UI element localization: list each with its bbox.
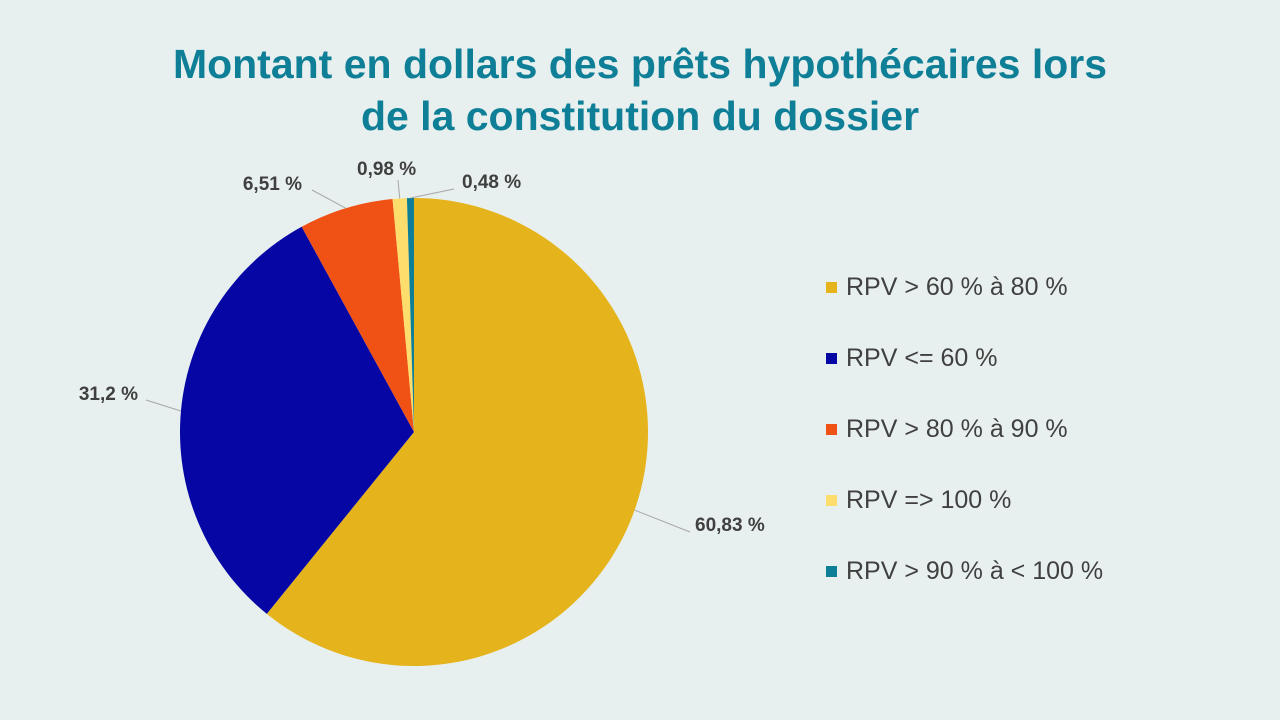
legend-item: RPV > 60 % à 80 %: [826, 252, 1103, 323]
leader-line: [311, 189, 346, 209]
legend-item: RPV > 80 % à 90 %: [826, 394, 1103, 465]
leader-line: [145, 399, 182, 412]
chart-title-line-1: Montant en dollars des prêts hypothécair…: [172, 41, 1108, 87]
legend-swatch: [826, 353, 837, 364]
legend-label: RPV > 60 % à 80 %: [846, 273, 1068, 301]
leader-line: [397, 179, 401, 199]
data-label: 6,51 %: [243, 174, 302, 195]
pie-slice: [301, 198, 414, 432]
data-label: 31,2 %: [79, 384, 138, 405]
pie-slice: [179, 226, 414, 614]
legend-item: RPV <= 60 %: [826, 323, 1103, 394]
legend-swatch: [826, 424, 837, 435]
data-label: 60,83 %: [695, 515, 765, 536]
legend-label: RPV > 90 % à < 100 %: [846, 557, 1104, 585]
chart-title-line-2: de la constitution du dossier: [360, 93, 920, 139]
legend-label: RPV > 80 % à 90 %: [846, 415, 1068, 443]
legend-label: RPV => 100 %: [846, 486, 1012, 514]
legend-item: RPV => 100 %: [826, 465, 1103, 536]
legend-item: RPV > 90 % à < 100 %: [826, 536, 1103, 607]
legend-swatch: [826, 495, 837, 506]
leader-line: [410, 188, 455, 199]
legend: RPV > 60 % à 80 % RPV <= 60 % RPV > 80 %…: [826, 252, 1103, 607]
pie-slice: [392, 198, 414, 432]
leader-line: [634, 509, 691, 533]
data-label: 0,48 %: [462, 172, 521, 193]
pie-slice: [406, 198, 414, 432]
pie-slice: [266, 198, 648, 667]
legend-swatch: [826, 282, 837, 293]
legend-swatch: [826, 566, 837, 577]
chart-title: Montant en dollars des prêts hypothécair…: [0, 38, 1280, 142]
data-label: 0,98 %: [357, 159, 416, 180]
legend-label: RPV <= 60 %: [846, 344, 998, 372]
